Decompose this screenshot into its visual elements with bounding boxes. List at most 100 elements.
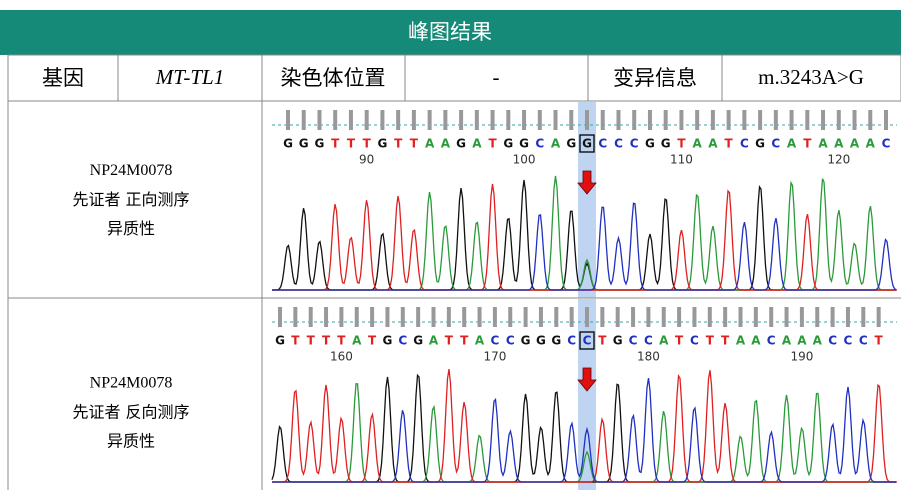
quality-bar <box>648 110 652 130</box>
quality-bar <box>769 307 773 327</box>
variant-highlight <box>578 299 596 490</box>
quality-bar <box>774 110 778 130</box>
position-label: 180 <box>637 350 660 364</box>
quality-bar <box>286 110 290 130</box>
sample-sample: NP24M0078 <box>90 162 173 179</box>
quality-bar <box>677 307 681 327</box>
base: T <box>488 137 497 151</box>
base: T <box>803 137 812 151</box>
base: A <box>834 137 844 151</box>
quality-bar <box>339 307 343 327</box>
quality-bar <box>754 307 758 327</box>
quality-bar <box>278 307 282 327</box>
header-cell: 变异信息 <box>613 66 697 90</box>
quality-bar <box>365 110 369 130</box>
base: A <box>472 137 482 151</box>
quality-bar <box>785 307 789 327</box>
base: T <box>721 334 730 348</box>
base: T <box>307 334 316 348</box>
base: G <box>661 137 671 151</box>
position-label: 90 <box>359 153 374 167</box>
quality-bar <box>695 110 699 130</box>
header-cell: 染色体位置 <box>281 66 386 90</box>
quality-bar <box>758 110 762 130</box>
base: G <box>755 137 765 151</box>
base: G <box>413 334 423 348</box>
base: G <box>283 137 293 151</box>
quality-bar <box>370 307 374 327</box>
position-label: 100 <box>513 153 536 167</box>
base: T <box>445 334 454 348</box>
quality-bar <box>846 307 850 327</box>
quality-bar <box>821 110 825 130</box>
quality-bar <box>815 307 819 327</box>
base: T <box>331 137 340 151</box>
base: G <box>456 137 466 151</box>
base: G <box>566 137 576 151</box>
base: C <box>859 334 868 348</box>
quality-bar <box>491 110 495 130</box>
quality-bar <box>447 307 451 327</box>
base: G <box>383 334 393 348</box>
base: C <box>506 334 515 348</box>
sample-status: 异质性 <box>107 432 155 451</box>
quality-bar <box>616 307 620 327</box>
quality-bar <box>853 110 857 130</box>
quality-bar <box>662 307 666 327</box>
position-label: 190 <box>790 350 813 364</box>
base: C <box>583 334 592 348</box>
base: G <box>582 137 592 151</box>
quality-bar <box>462 307 466 327</box>
quality-bar <box>646 307 650 327</box>
base: A <box>475 334 485 348</box>
sample-description: 先证者 正向测序 <box>72 190 189 209</box>
quality-bar <box>585 110 589 130</box>
base: T <box>677 137 686 151</box>
quality-bar <box>554 307 558 327</box>
base: C <box>629 334 638 348</box>
base: C <box>598 137 607 151</box>
base: A <box>751 334 761 348</box>
base: G <box>613 334 623 348</box>
quality-bar <box>727 110 731 130</box>
quality-bar <box>600 307 604 327</box>
quality-bar <box>506 110 510 130</box>
base: T <box>410 137 419 151</box>
quality-bar <box>601 110 605 130</box>
base: A <box>425 137 435 151</box>
base: C <box>630 137 639 151</box>
quality-bar <box>692 307 696 327</box>
title: 峰图结果 <box>408 20 492 44</box>
base: T <box>875 334 884 348</box>
base: G <box>551 334 561 348</box>
base: C <box>644 334 653 348</box>
quality-bar <box>459 110 463 130</box>
quality-bar <box>524 307 528 327</box>
quality-bar <box>508 307 512 327</box>
header-cell: MT-TL1 <box>155 65 224 89</box>
base: C <box>535 137 544 151</box>
base: T <box>291 334 300 348</box>
quality-bar <box>396 110 400 130</box>
header-cell: - <box>493 65 500 89</box>
quality-bar <box>711 110 715 130</box>
header-cell: m.3243A>G <box>758 65 864 89</box>
quality-bar <box>317 110 321 130</box>
base: A <box>813 334 823 348</box>
quality-bar <box>475 110 479 130</box>
quality-bar <box>293 307 297 327</box>
page: 峰图结果 基因 MT-TL1 染色体位置 - 变异信息 m.3243A>G NP… <box>0 0 901 490</box>
base: T <box>363 137 372 151</box>
quality-bar <box>569 110 573 130</box>
quality-bar <box>539 307 543 327</box>
base: A <box>708 137 718 151</box>
base: C <box>490 334 499 348</box>
quality-bar <box>324 307 328 327</box>
quality-bar <box>333 110 337 130</box>
quality-bar <box>432 307 436 327</box>
position-label: 170 <box>483 350 506 364</box>
base: T <box>394 137 403 151</box>
quality-bar <box>632 110 636 130</box>
sample-sample: NP24M0078 <box>90 375 173 392</box>
base: G <box>645 137 655 151</box>
